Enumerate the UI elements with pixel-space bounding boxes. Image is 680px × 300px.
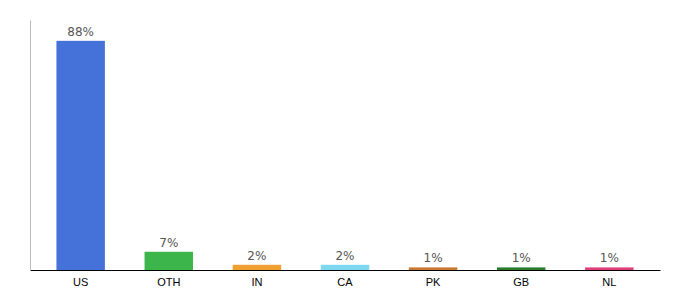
data-label: 7% <box>159 236 178 250</box>
bar <box>145 252 193 270</box>
data-labels: 88% 7% 2% 2% 1% 1% 1% <box>67 25 619 266</box>
x-tick: GB <box>513 276 529 288</box>
x-tick-label: NL <box>602 276 616 288</box>
x-tick: IN <box>251 276 262 288</box>
x-tick-label: GB <box>513 276 529 288</box>
x-tick-label: OTH <box>157 276 180 288</box>
data-label: 2% <box>247 249 266 263</box>
x-tick: US <box>73 276 88 288</box>
bar <box>321 265 369 270</box>
plot-area: US OTH IN CA PK GB NL 88% 7% 2% 2% 1% 1% 1% <box>31 21 661 288</box>
x-tick-label: CA <box>337 276 353 288</box>
bar <box>56 41 104 270</box>
data-label: 1% <box>424 251 443 265</box>
data-label: 1% <box>600 251 619 265</box>
bar <box>233 265 281 270</box>
bar <box>497 267 545 270</box>
bar <box>409 267 457 270</box>
x-tick: OTH <box>157 276 180 288</box>
data-label: 1% <box>512 251 531 265</box>
chart: US OTH IN CA PK GB NL 88% 7% 2% 2% 1% 1% 1% <box>0 0 680 300</box>
bar <box>585 267 633 270</box>
y-axis <box>30 21 31 271</box>
y-axis-line <box>30 21 31 271</box>
x-axis-line <box>31 270 661 271</box>
x-tick: CA <box>337 276 353 288</box>
bars <box>56 41 633 270</box>
x-tick-label: US <box>73 276 88 288</box>
x-tick-label: PK <box>426 276 441 288</box>
x-axis: US OTH IN CA PK GB NL <box>31 271 661 288</box>
x-tick: PK <box>426 276 441 288</box>
data-label: 88% <box>67 25 94 39</box>
data-label: 2% <box>335 249 354 263</box>
x-tick-label: IN <box>251 276 262 288</box>
x-tick: NL <box>602 276 616 288</box>
